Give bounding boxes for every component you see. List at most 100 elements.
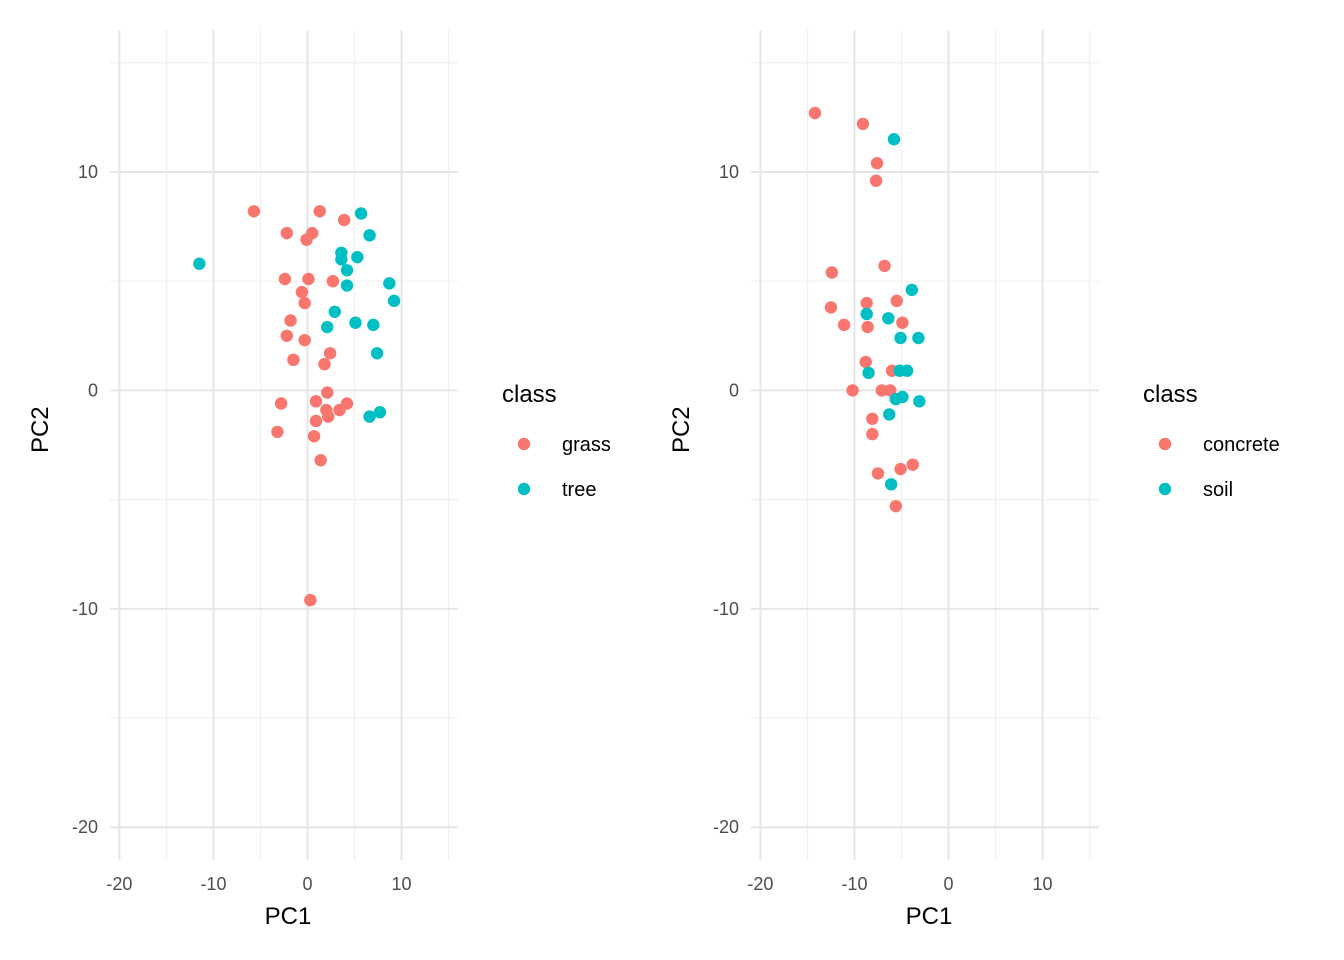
data-point [387, 294, 401, 308]
x-tick-label: 0 [944, 874, 954, 894]
y-axis-title: PC2 [668, 406, 695, 453]
data-point [866, 412, 879, 425]
data-point [313, 205, 326, 218]
data-point [383, 277, 396, 290]
data-point [278, 272, 292, 286]
x-axis-title: PC1 [906, 903, 953, 930]
data-point [367, 318, 380, 332]
grid [751, 30, 1099, 860]
x-tick-label: 0 [303, 874, 313, 894]
legend-label: concrete [1203, 434, 1280, 456]
legend: class grass tree [502, 381, 611, 501]
data-point [889, 499, 903, 513]
data-point [871, 467, 885, 480]
data-point [280, 329, 294, 342]
legend-key [1158, 482, 1172, 496]
series-soil [860, 133, 926, 491]
data-point [825, 266, 839, 279]
legend-label: grass [562, 434, 611, 456]
data-point [295, 285, 309, 299]
data-point [314, 454, 327, 467]
data-point [862, 366, 875, 380]
data-point [333, 403, 346, 417]
data-point [309, 395, 323, 408]
data-point [323, 347, 337, 360]
legend-key [517, 482, 531, 496]
data-point [896, 390, 909, 404]
data-point [363, 229, 376, 242]
data-point [846, 384, 859, 397]
data-point [890, 294, 903, 308]
data-point [887, 133, 901, 146]
data-point [349, 316, 362, 329]
data-point [912, 331, 925, 345]
data-point [302, 272, 315, 286]
data-point [287, 353, 300, 367]
legend-label: tree [562, 479, 596, 501]
data-point [883, 408, 896, 421]
y-tick-label: 0 [729, 380, 739, 400]
data-point [370, 347, 384, 360]
data-point [351, 250, 364, 264]
x-tick-label: 10 [1033, 874, 1053, 894]
legend: class concrete soil [1143, 381, 1280, 501]
data-point [335, 253, 348, 266]
data-point [363, 410, 376, 423]
data-point [321, 386, 334, 399]
data-point [860, 296, 873, 310]
data-point [866, 427, 879, 441]
data-point [894, 462, 907, 476]
data-point [340, 264, 354, 277]
data-point [878, 259, 891, 273]
y-tick-label: -20 [72, 817, 98, 837]
y-tick-label: 10 [719, 162, 739, 182]
legend-title: class [502, 381, 557, 408]
y-axis-title: PC2 [27, 406, 54, 453]
data-point [274, 397, 288, 410]
data-point [882, 312, 895, 325]
data-point [284, 314, 297, 327]
data-point [304, 593, 317, 607]
data-point [298, 296, 311, 310]
data-point [309, 414, 323, 428]
series-tree [193, 207, 401, 423]
x-tick-label: -10 [200, 874, 226, 894]
data-point [193, 257, 206, 270]
left-panel: -20 -10 0 10 -20 -10 0 10 PC1 PC2 class grass tree [27, 30, 611, 930]
data-point [247, 205, 261, 218]
legend-key [1158, 437, 1172, 451]
data-point [280, 226, 294, 240]
x-tick-label: -10 [841, 874, 867, 894]
data-point [861, 320, 874, 334]
legend-key [517, 437, 531, 451]
legend-title: class [1143, 381, 1198, 408]
data-point [318, 357, 331, 371]
data-point [354, 207, 368, 220]
legend-label: soil [1203, 479, 1233, 501]
right-panel: -20 -10 0 10 -20 -10 0 10 PC1 PC2 class concrete soi… [668, 30, 1280, 930]
data-point [905, 283, 919, 297]
data-point [824, 301, 838, 314]
data-point [271, 425, 284, 439]
y-tick-label: -10 [72, 599, 98, 619]
data-point [856, 117, 870, 131]
data-point [869, 174, 883, 187]
data-point [300, 233, 313, 246]
x-tick-label: 10 [392, 874, 412, 894]
data-point [913, 395, 926, 408]
data-point [337, 213, 351, 227]
x-axis-title: PC1 [265, 903, 312, 930]
series-grass [247, 205, 354, 607]
data-point [808, 106, 822, 120]
data-point [373, 406, 387, 419]
x-tick-label: -20 [106, 874, 132, 894]
data-point [837, 318, 851, 332]
data-point [326, 274, 340, 288]
data-point [900, 364, 914, 377]
data-point [860, 307, 873, 321]
y-tick-label: 0 [88, 380, 98, 400]
data-point [322, 410, 335, 423]
series-concrete [808, 106, 919, 513]
data-point [298, 333, 311, 347]
data-point [859, 355, 872, 369]
